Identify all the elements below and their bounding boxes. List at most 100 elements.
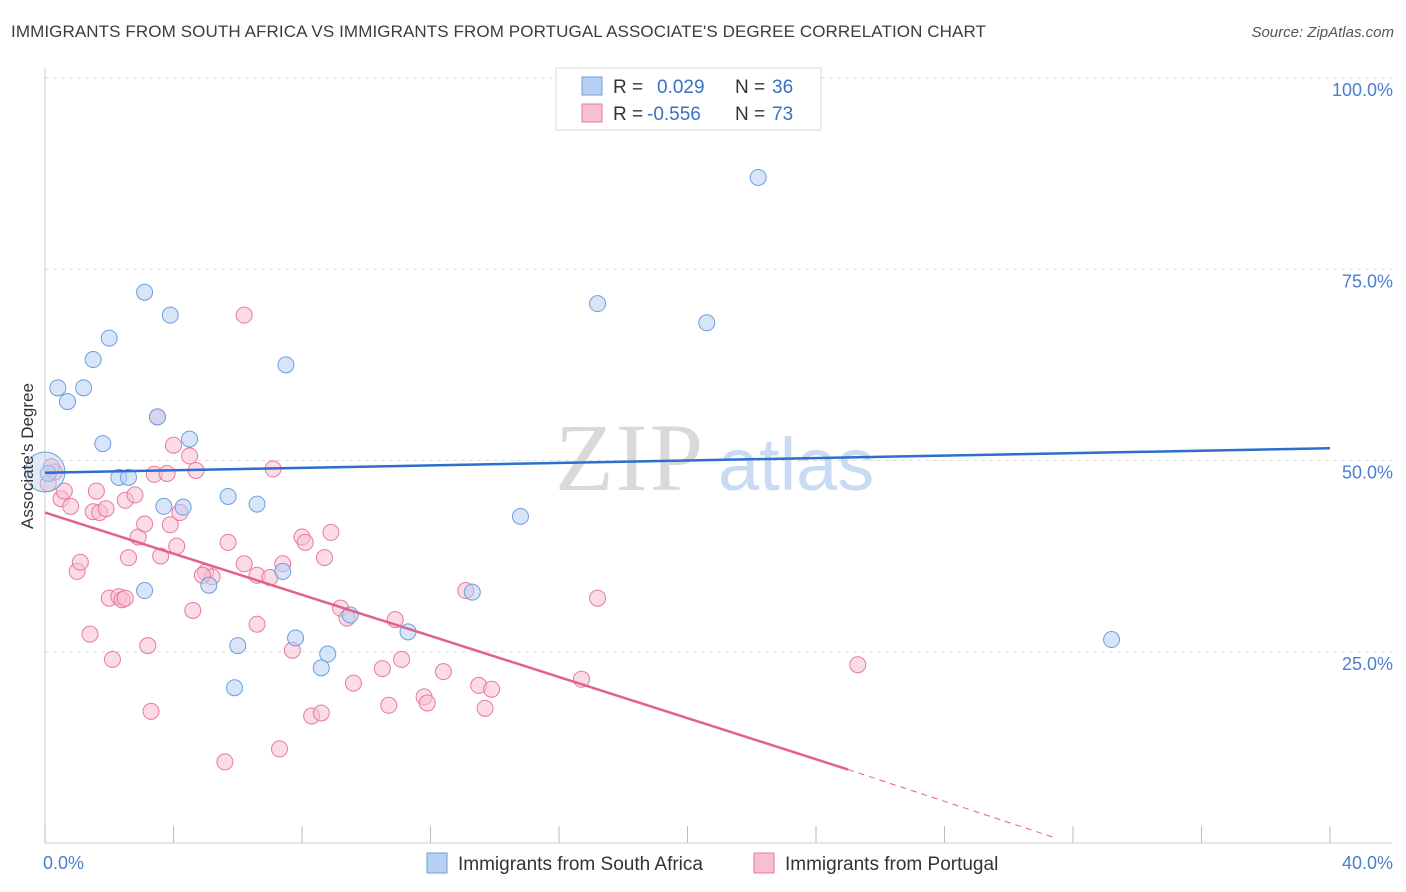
- x-tick-label: 40.0%: [1342, 853, 1393, 873]
- legend-n-value-2: 73: [772, 104, 793, 125]
- point-south-africa: [155, 497, 173, 515]
- point-south-africa: [749, 168, 767, 186]
- point-south-africa: [1103, 631, 1121, 649]
- y-axis-label: Associate's Degree: [18, 383, 37, 529]
- y-tick-label: 75.0%: [1342, 271, 1393, 291]
- point-south-africa: [58, 393, 76, 411]
- point-portugal: [71, 553, 89, 571]
- source-label: Source: ZipAtlas.com: [1251, 24, 1394, 41]
- point-portugal: [139, 637, 157, 655]
- point-south-africa: [274, 562, 292, 580]
- x-tick-labels: 0.0% 40.0%: [43, 853, 1393, 873]
- point-south-africa: [84, 351, 102, 369]
- y-tick-label: 100.0%: [1332, 80, 1393, 100]
- point-south-africa: [136, 283, 154, 301]
- legend-r-label-2: R =: [613, 104, 643, 125]
- point-portugal: [62, 497, 80, 515]
- point-portugal: [373, 660, 391, 678]
- legend-r-value-1: 0.029: [657, 77, 705, 98]
- point-portugal: [248, 615, 266, 633]
- point-south-africa: [148, 408, 166, 426]
- point-south-africa: [511, 507, 529, 525]
- legend-swatch-south-africa: [581, 76, 603, 96]
- point-portugal: [589, 589, 607, 607]
- trend-lines: [44, 447, 1331, 839]
- point-portugal: [380, 696, 398, 714]
- stats-legend: R = 0.029 N = 36 R = -0.556 N = 73: [555, 67, 822, 131]
- point-portugal: [87, 482, 105, 500]
- point-south-africa: [174, 498, 192, 516]
- point-portugal: [103, 650, 121, 668]
- point-portugal: [81, 625, 99, 643]
- trend-line-portugal-extension: [847, 769, 1058, 839]
- bottom-legend-label-portugal: Immigrants from Portugal: [785, 854, 998, 875]
- point-south-africa: [94, 435, 112, 453]
- trend-line-south-africa: [44, 447, 1331, 474]
- point-portugal: [315, 549, 333, 567]
- point-portugal: [322, 523, 340, 541]
- axes: [44, 68, 1392, 844]
- point-portugal: [120, 549, 138, 567]
- bottom-legend-swatch-south-africa: [426, 852, 448, 874]
- y-tick-labels: 25.0% 50.0% 75.0% 100.0%: [1332, 80, 1393, 674]
- point-south-africa: [229, 637, 247, 655]
- point-south-africa: [287, 629, 305, 647]
- series-legend: Immigrants from South Africa Immigrants …: [426, 852, 998, 875]
- watermark: ZIP atlas: [555, 404, 874, 511]
- point-south-africa: [161, 306, 179, 324]
- point-portugal: [849, 656, 867, 674]
- legend-swatch-portugal: [581, 103, 603, 123]
- watermark-zip: ZIP: [555, 404, 705, 511]
- legend-r-label-1: R =: [613, 77, 643, 98]
- point-south-africa: [698, 314, 716, 332]
- point-portugal: [165, 436, 182, 454]
- point-portugal: [216, 753, 234, 771]
- bottom-legend-label-south-africa: Immigrants from South Africa: [458, 854, 703, 875]
- point-south-africa: [312, 659, 330, 677]
- point-portugal: [271, 740, 289, 758]
- point-portugal: [235, 306, 253, 324]
- watermark-atlas: atlas: [718, 423, 874, 506]
- point-south-africa: [181, 430, 199, 448]
- y-tick-label: 50.0%: [1342, 463, 1393, 483]
- point-portugal: [296, 533, 314, 551]
- trend-line-portugal: [44, 511, 849, 771]
- point-south-africa: [277, 356, 295, 374]
- point-portugal: [55, 482, 73, 500]
- point-portugal: [97, 500, 115, 518]
- point-portugal: [142, 702, 160, 720]
- point-portugal: [483, 680, 501, 698]
- point-south-africa: [200, 576, 218, 594]
- point-south-africa: [136, 582, 154, 600]
- point-south-africa: [219, 487, 237, 505]
- point-south-africa: [226, 679, 244, 697]
- point-south-africa: [463, 583, 481, 601]
- point-south-africa: [248, 495, 266, 513]
- point-south-africa: [589, 295, 607, 313]
- legend-r-value-2: -0.556: [647, 104, 701, 125]
- point-portugal: [235, 555, 253, 573]
- y-tick-label: 25.0%: [1342, 654, 1393, 674]
- point-portugal: [161, 516, 179, 534]
- point-south-africa: [319, 645, 337, 663]
- point-portugal: [158, 465, 176, 483]
- point-south-africa: [49, 379, 67, 397]
- point-south-africa: [75, 379, 93, 397]
- x-tick-label: 0.0%: [43, 853, 84, 873]
- point-portugal: [184, 601, 202, 619]
- point-portugal: [136, 515, 154, 533]
- point-portugal: [219, 533, 237, 551]
- point-portugal: [418, 694, 436, 712]
- legend-n-value-1: 36: [772, 77, 793, 98]
- point-portugal: [434, 663, 452, 681]
- point-portugal: [312, 704, 330, 722]
- point-portugal: [126, 486, 144, 504]
- point-south-africa: [100, 329, 118, 347]
- point-portugal: [181, 447, 199, 465]
- point-portugal: [393, 650, 411, 668]
- point-south-africa: [120, 468, 138, 486]
- point-portugal: [476, 699, 494, 717]
- legend-n-label-2: N =: [735, 104, 765, 125]
- point-portugal: [116, 589, 134, 607]
